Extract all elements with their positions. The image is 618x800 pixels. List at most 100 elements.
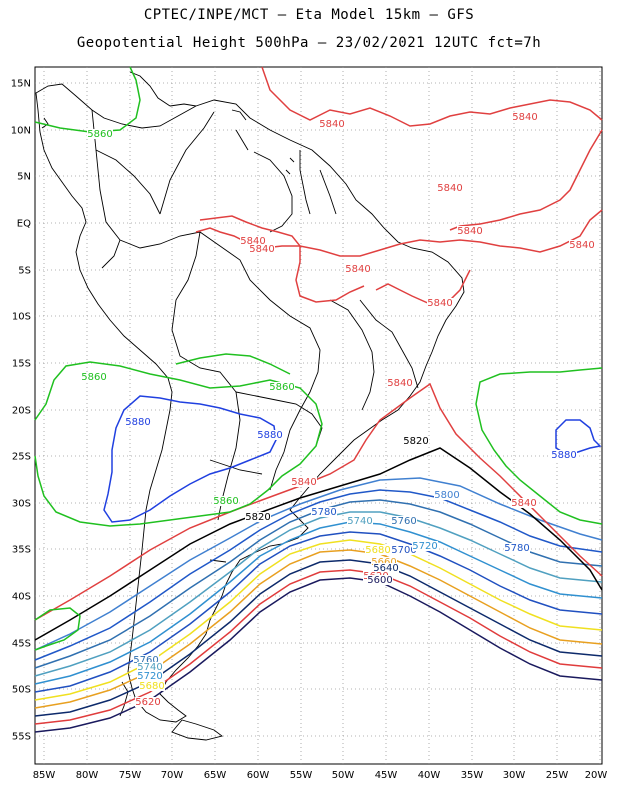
contour-label-bg	[367, 575, 393, 585]
lat-tick-label: 45S	[12, 639, 31, 650]
contour-5860-mid	[175, 353, 291, 375]
lon-tick-label: 65W	[204, 770, 227, 781]
contour-label-bg	[437, 183, 463, 193]
contour-label: 5680	[139, 681, 164, 692]
contour-label-bg	[457, 226, 483, 236]
contour-5780	[34, 489, 603, 661]
contour-label: 5620	[135, 697, 160, 708]
contour-label-bg	[213, 496, 239, 506]
contour-label: 5840	[427, 298, 452, 309]
contour-label-bg	[81, 372, 107, 382]
contour-5800	[34, 477, 603, 651]
contour-label: 5720	[137, 671, 162, 682]
contour-label: 5640	[373, 563, 398, 574]
contour-label: 5840	[249, 244, 274, 255]
contour-5620	[34, 569, 603, 725]
contour-label: 5820	[403, 436, 428, 447]
contour-label-bg	[319, 119, 345, 129]
lat-tick-label: 5S	[18, 266, 31, 277]
lat-tick-label: 5N	[17, 172, 31, 183]
contour-label-bg	[87, 129, 113, 139]
lat-tick-label: 25S	[12, 452, 31, 463]
contour-label-bg	[137, 662, 163, 672]
lat-tick-label: 20S	[12, 406, 31, 417]
lon-tick-label: 30W	[503, 770, 526, 781]
lat-tick-label: 10N	[11, 126, 31, 137]
contour-label-bg	[137, 671, 163, 681]
contour-label: 5780	[504, 543, 529, 554]
lat-tick-label: 55S	[12, 732, 31, 743]
contour-5860-atl	[475, 367, 603, 525]
contour-label: 5860	[269, 382, 294, 393]
lon-tick-label: 80W	[76, 770, 99, 781]
contour-label-bg	[551, 450, 577, 460]
lon-tick-label: 25W	[546, 770, 569, 781]
contour-label: 5840	[457, 226, 482, 237]
contour-label-bg	[371, 557, 397, 567]
contour-label-bg	[269, 382, 295, 392]
contour-label-bg	[412, 541, 438, 551]
lon-tick-label: 50W	[332, 770, 355, 781]
lat-tick-label: EQ	[17, 219, 31, 230]
contour-5720	[34, 521, 603, 685]
contour-label: 5760	[133, 655, 158, 666]
lon-tick-label: 20W	[585, 770, 608, 781]
contour-label-bg	[511, 498, 537, 508]
contour-label: 5660	[371, 557, 396, 568]
contour-5860-west	[34, 607, 81, 651]
longitude-ticks: 85W 80W 75W 70W 65W 60W 55W 50W 45W 40W 35W 30W 25W 2…	[33, 770, 608, 781]
lat-tick-label: 15S	[12, 359, 31, 370]
contour-label-bg	[240, 236, 266, 246]
lat-tick-label: 30S	[12, 499, 31, 510]
contour-label-bg	[139, 681, 165, 691]
contour-label-bg	[427, 298, 453, 308]
contour-5820	[34, 447, 603, 641]
contour-5840-north	[261, 66, 603, 127]
lon-tick-label: 45W	[375, 770, 398, 781]
chart-title: CPTEC/INPE/MCT – Eta Model 15km – GFS	[143, 7, 475, 23]
contour-label: 5840	[387, 378, 412, 389]
contour-label-bg	[403, 436, 429, 446]
contour-label: 5780	[311, 507, 336, 518]
contour-label: 5740	[347, 516, 372, 527]
contour-label: 5840	[291, 477, 316, 488]
contour-label: 5820	[245, 512, 270, 523]
contour-label: 5800	[434, 490, 459, 501]
contour-label-bg	[133, 655, 159, 665]
coastlines	[35, 71, 465, 741]
contour-label-bg	[311, 507, 337, 517]
graticule	[35, 67, 602, 764]
contour-label-bg	[245, 512, 271, 522]
contour-label: 5760	[391, 516, 416, 527]
contour-5840-nordeste	[375, 269, 471, 305]
contour-label: 5860	[87, 129, 112, 140]
contour-5860-north	[34, 66, 141, 133]
lon-tick-label: 75W	[119, 770, 142, 781]
contour-label-bg	[391, 516, 417, 526]
contour-5840-amazon	[199, 215, 365, 303]
contour-label: 5840	[240, 236, 265, 247]
contour-label-bg	[387, 378, 413, 388]
contour-label-bg	[504, 543, 530, 553]
contour-label: 5720	[412, 541, 437, 552]
lat-tick-label: 40S	[12, 592, 31, 603]
latitude-ticks: 15N 10N 5N EQ 5S 10S 15S 20S 25S 30S 35S 40S 45S 50S 5…	[11, 79, 31, 743]
lon-tick-label: 35W	[461, 770, 484, 781]
contour-label-bg	[345, 264, 371, 274]
contour-label-bg	[249, 244, 275, 254]
contour-label-bg	[512, 112, 538, 122]
contour-label: 5840	[511, 498, 536, 509]
contour-label: 5880	[551, 450, 576, 461]
lon-tick-label: 60W	[247, 770, 270, 781]
contour-label: 5600	[367, 575, 392, 586]
contour-label: 5840	[319, 119, 344, 130]
lon-tick-label: 70W	[161, 770, 184, 781]
contour-label-bg	[257, 430, 283, 440]
contour-label: 5840	[345, 264, 370, 275]
contour-label: 5740	[137, 662, 162, 673]
contour-5760	[34, 499, 603, 669]
lat-tick-label: 50S	[12, 685, 31, 696]
lat-tick-label: 10S	[12, 312, 31, 323]
contour-label-bg	[434, 490, 460, 500]
